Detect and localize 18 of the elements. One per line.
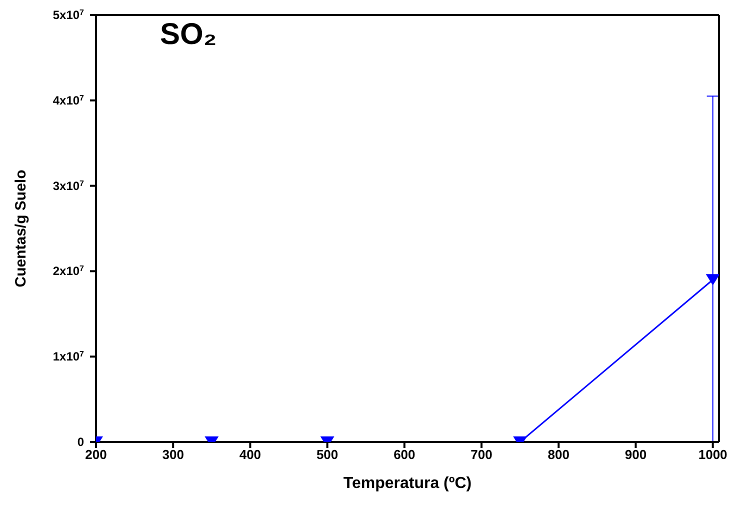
x-tick-label: 600 [394,447,416,462]
y-axis-title: Cuentas/g Suelo [12,170,30,288]
x-tick-label: 1000 [698,447,728,462]
x-axis-title: Temperatura (ºC) [343,475,472,492]
x-tick-label: 400 [239,447,262,462]
x-tick-label: 300 [162,447,184,462]
x-tick-label: 900 [624,447,647,462]
x-tick-label: 200 [85,447,107,462]
x-tick-label: 500 [316,447,338,462]
y-tick-label: 1x10$^{7}$ [52,349,85,364]
y-tick-label: 3x10$^{7}$ [52,178,85,193]
y-tick-label: 5x10$^{7}$ [52,8,85,22]
chart-title: SO₂ [160,18,217,52]
y-tick-label: 2x10$^{7}$ [52,264,85,278]
x-tick-label: 700 [470,447,492,462]
y-tick-label: 0 [77,435,84,449]
y-tick-label: 4x10$^{7}$ [52,92,85,108]
x-tick-label: 800 [548,447,570,462]
